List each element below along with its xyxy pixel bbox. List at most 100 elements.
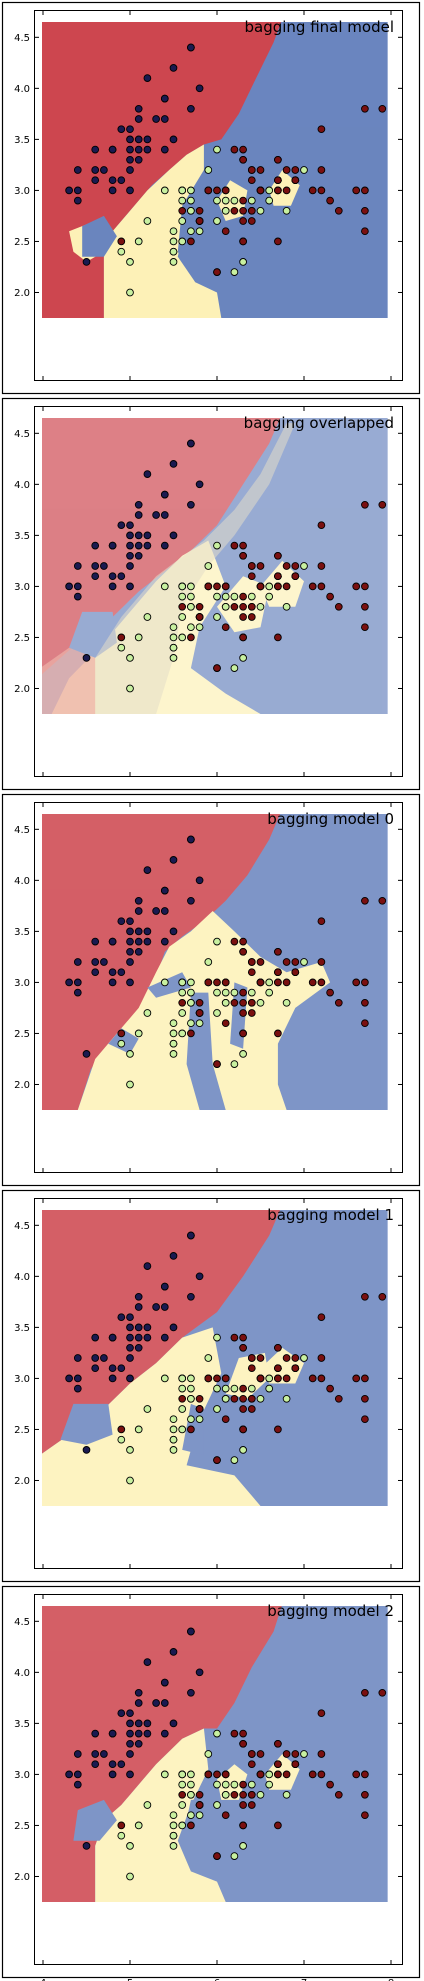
y-tick-label: 2.5 (14, 237, 30, 248)
point-class-2 (308, 186, 317, 195)
point-class-0 (160, 490, 169, 499)
point-class-1 (247, 592, 256, 601)
point-class-0 (126, 1709, 134, 1718)
y-tick-label: 3.5 (14, 135, 30, 146)
point-class-2 (282, 1770, 291, 1779)
point-class-2 (230, 1333, 239, 1342)
point-class-2 (326, 592, 334, 601)
point-class-2 (256, 562, 265, 570)
point-class-2 (334, 602, 343, 611)
point-class-1 (195, 623, 204, 632)
point-class-1 (169, 1446, 178, 1454)
point-class-1 (265, 592, 274, 601)
point-class-0 (152, 1699, 160, 1707)
point-class-0 (91, 937, 100, 946)
point-class-0 (108, 978, 117, 987)
point-class-1 (265, 582, 274, 591)
point-class-1 (169, 258, 178, 266)
point-class-0 (195, 480, 204, 489)
point-class-1 (117, 247, 126, 256)
point-class-0 (73, 988, 82, 997)
point-class-1 (169, 623, 178, 632)
point-class-0 (134, 551, 143, 560)
point-class-1 (126, 258, 134, 266)
point-class-0 (126, 562, 134, 570)
point-class-1 (178, 582, 187, 591)
point-class-0 (73, 1770, 82, 1779)
point-class-0 (65, 1770, 73, 1779)
point-class-2 (204, 186, 213, 195)
point-class-0 (117, 917, 126, 926)
point-class-0 (195, 1272, 204, 1281)
point-class-1 (239, 1446, 247, 1454)
point-class-0 (143, 531, 152, 540)
point-class-0 (160, 511, 169, 519)
point-class-0 (108, 176, 117, 185)
point-class-0 (134, 145, 143, 154)
point-class-0 (73, 1780, 82, 1789)
point-class-2 (317, 1313, 326, 1322)
point-class-0 (108, 937, 117, 946)
point-class-2 (195, 217, 204, 225)
y-tick-label: 2.5 (14, 633, 30, 644)
point-class-2 (317, 1374, 326, 1383)
point-class-1 (213, 196, 221, 205)
point-class-0 (143, 74, 152, 82)
point-class-0 (169, 1719, 178, 1728)
point-class-0 (126, 958, 134, 966)
point-class-2 (239, 217, 247, 225)
point-class-2 (361, 1688, 369, 1697)
point-class-2 (282, 1750, 291, 1758)
point-class-2 (221, 978, 230, 987)
point-class-2 (334, 206, 343, 215)
point-class-2 (204, 978, 213, 987)
region-overlap (95, 423, 296, 714)
point-class-0 (143, 135, 152, 144)
point-class-1 (169, 1811, 178, 1820)
point-class-0 (187, 835, 195, 844)
point-class-1 (169, 1050, 178, 1058)
axes-frame (34, 802, 403, 1173)
point-class-0 (143, 1729, 152, 1738)
point-class-0 (134, 1699, 143, 1707)
point-class-2 (230, 1729, 239, 1738)
point-class-2 (239, 196, 247, 205)
point-class-0 (82, 654, 91, 662)
point-class-2 (239, 145, 247, 154)
point-class-2 (230, 541, 239, 550)
point-class-1 (178, 633, 187, 642)
point-class-2 (274, 155, 282, 164)
point-class-2 (361, 602, 369, 611)
point-class-0 (117, 1364, 126, 1373)
point-class-0 (169, 1323, 178, 1332)
point-class-0 (187, 43, 195, 52)
point-class-1 (213, 1384, 221, 1393)
point-class-1 (178, 1384, 187, 1393)
point-class-1 (213, 988, 221, 997)
point-class-0 (126, 125, 134, 134)
point-class-2 (178, 998, 187, 1007)
point-class-2 (361, 186, 369, 195)
point-class-2 (361, 1811, 369, 1820)
point-class-2 (230, 206, 239, 215)
point-class-0 (126, 186, 134, 195)
y-tick-label: 2.5 (14, 1821, 30, 1832)
point-class-2 (274, 186, 282, 195)
point-class-1 (169, 1435, 178, 1444)
point-class-2 (291, 166, 300, 174)
point-class-2 (274, 1821, 282, 1830)
point-class-2 (239, 937, 247, 946)
point-class-0 (169, 927, 178, 936)
point-class-2 (247, 1405, 256, 1413)
point-class-0 (108, 186, 117, 195)
point-class-2 (178, 206, 187, 215)
point-class-1 (282, 206, 291, 215)
x-tick-label: 5 (127, 1978, 133, 1981)
point-class-2 (274, 633, 282, 642)
point-class-2 (195, 1790, 204, 1799)
point-class-0 (134, 1729, 143, 1738)
point-class-1 (187, 602, 195, 611)
point-class-2 (361, 1394, 369, 1403)
point-class-1 (117, 1039, 126, 1048)
